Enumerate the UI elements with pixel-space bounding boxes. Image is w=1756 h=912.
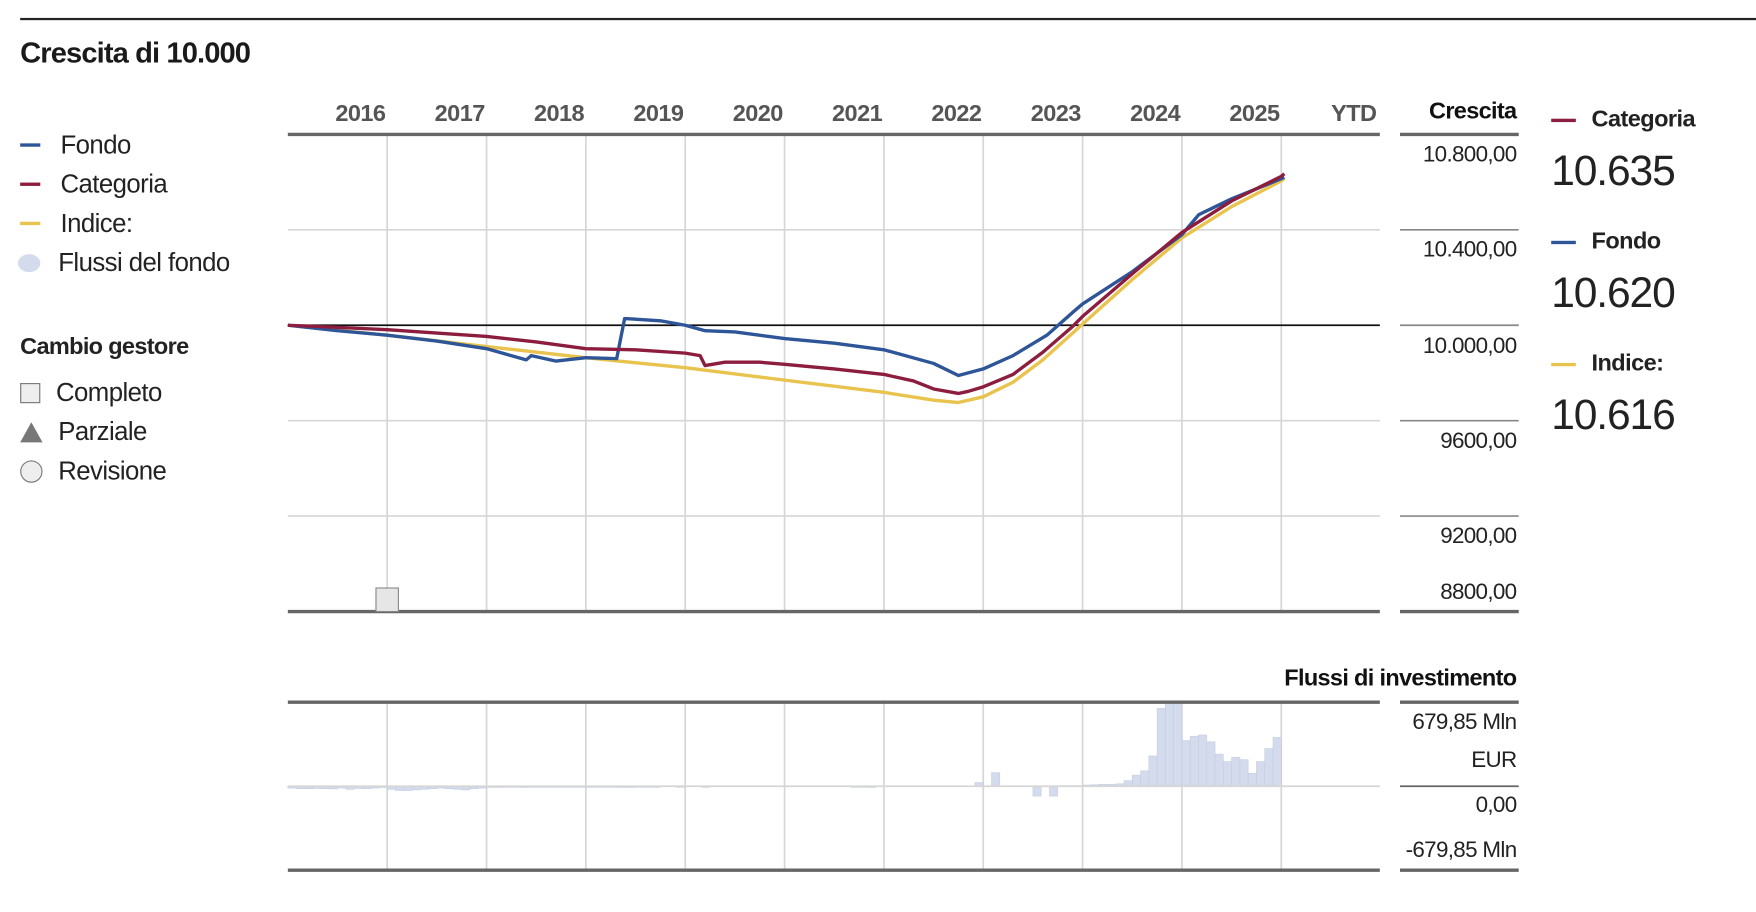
flows-y-tick-label: -679,85 Mln [1405, 837, 1518, 863]
flow-bar [1165, 701, 1174, 787]
summary-label: Categoria [1591, 106, 1696, 133]
square-icon [20, 382, 41, 403]
legend-label: Indice: [60, 208, 133, 238]
legend-label: Completo [56, 377, 162, 407]
legend-item-revisione: Revisione [20, 455, 167, 486]
flow-bar [1049, 785, 1059, 797]
y-tick-label: 9200,00 [1440, 524, 1517, 549]
summary-fondo-label: Fondo [1551, 228, 1662, 255]
flow-bar [1140, 770, 1150, 787]
line-swatch-icon [20, 143, 41, 147]
legend-item-fondo[interactable]: Fondo [20, 130, 131, 160]
manager-change-square-icon [375, 587, 399, 613]
flow-bar [1131, 774, 1141, 787]
flow-bar [1272, 737, 1282, 787]
flow-bar [1148, 755, 1158, 787]
summary-categoria-label: Categoria [1551, 106, 1696, 133]
flows-y-unit-label: EUR [1471, 748, 1517, 773]
x-tick-label: 2024 [1130, 100, 1181, 127]
legend-item-parziale: Parziale [20, 417, 147, 447]
legend-label: Parziale [58, 416, 147, 446]
x-tick-label: YTD [1331, 100, 1377, 127]
flow-bar [1181, 740, 1191, 787]
flow-bar [991, 772, 1001, 787]
flow-bar [1231, 756, 1241, 787]
series-line-indice [287, 177, 1286, 405]
y-tick-label: 8800,00 [1440, 580, 1517, 605]
summary-indice-value: 10.616 [1551, 392, 1676, 440]
line-swatch-icon [20, 221, 41, 226]
legend-item-categoria[interactable]: Categoria [20, 169, 168, 199]
x-tick-label: 2023 [1030, 100, 1082, 127]
x-tick-label: 2025 [1229, 100, 1280, 127]
line-swatch-icon [20, 182, 41, 186]
flow-bar [1214, 753, 1224, 787]
flow-bar [1206, 741, 1216, 787]
y-tick-label: 10.000,00 [1422, 333, 1517, 359]
y-tick-label: 9600,00 [1440, 428, 1517, 454]
flow-bar [1256, 761, 1266, 787]
legend-label: Categoria [60, 169, 168, 199]
x-tick-label: 2019 [633, 100, 684, 127]
y-tick-label: 10.400,00 [1422, 237, 1517, 263]
flow-bar [1173, 701, 1183, 787]
summary-label: Indice: [1591, 350, 1664, 377]
legend-item-completo: Completo [20, 377, 162, 407]
line-swatch-icon [1551, 362, 1576, 366]
summary-fondo-value: 10.620 [1551, 269, 1676, 317]
flow-bar [1223, 761, 1232, 787]
x-tick-label: 2016 [335, 100, 386, 127]
flow-bar [1198, 734, 1208, 787]
series-line-categoria [287, 172, 1286, 396]
x-tick-label: 2022 [931, 100, 982, 127]
growth-axis-title: Crescita [1429, 98, 1517, 125]
legend-label: Fondo [60, 129, 131, 160]
chart-title: Crescita di 10.000 [20, 35, 251, 70]
flows-axis-title: Flussi di investimento [1284, 665, 1517, 692]
summary-label: Fondo [1591, 228, 1662, 255]
legend-label: Revisione [58, 455, 167, 485]
line-swatch-icon [1551, 240, 1576, 244]
flows-y-tick-label: 0,00 [1475, 792, 1518, 818]
manager-change-heading: Cambio gestore [20, 333, 189, 360]
line-swatch-icon [1551, 118, 1576, 122]
top-divider [20, 17, 1756, 21]
flow-bar [1264, 748, 1274, 787]
legend-label: Flussi del fondo [58, 247, 230, 277]
x-tick-label: 2020 [732, 100, 784, 127]
flows-y-tick-label: 679,85 Mln [1412, 710, 1517, 735]
x-tick-label: 2021 [832, 100, 883, 127]
summary-categoria-value: 10.635 [1551, 147, 1676, 195]
triangle-icon [20, 421, 43, 442]
x-tick-label: 2018 [533, 100, 585, 127]
flow-bar [1239, 759, 1249, 787]
flow-bar [1032, 785, 1042, 797]
circle-icon [20, 459, 43, 483]
flow-bar [1156, 708, 1166, 787]
flow-bar [1247, 772, 1257, 787]
dot-swatch-icon [17, 253, 41, 272]
x-tick-label: 2017 [434, 100, 486, 127]
legend-item-flussi[interactable]: Flussi del fondo [17, 247, 230, 278]
summary-indice-label: Indice: [1551, 350, 1664, 378]
flow-bar [1189, 735, 1199, 787]
legend-item-indice[interactable]: Indice: [20, 208, 133, 238]
y-tick-label: 10.800,00 [1422, 142, 1517, 167]
